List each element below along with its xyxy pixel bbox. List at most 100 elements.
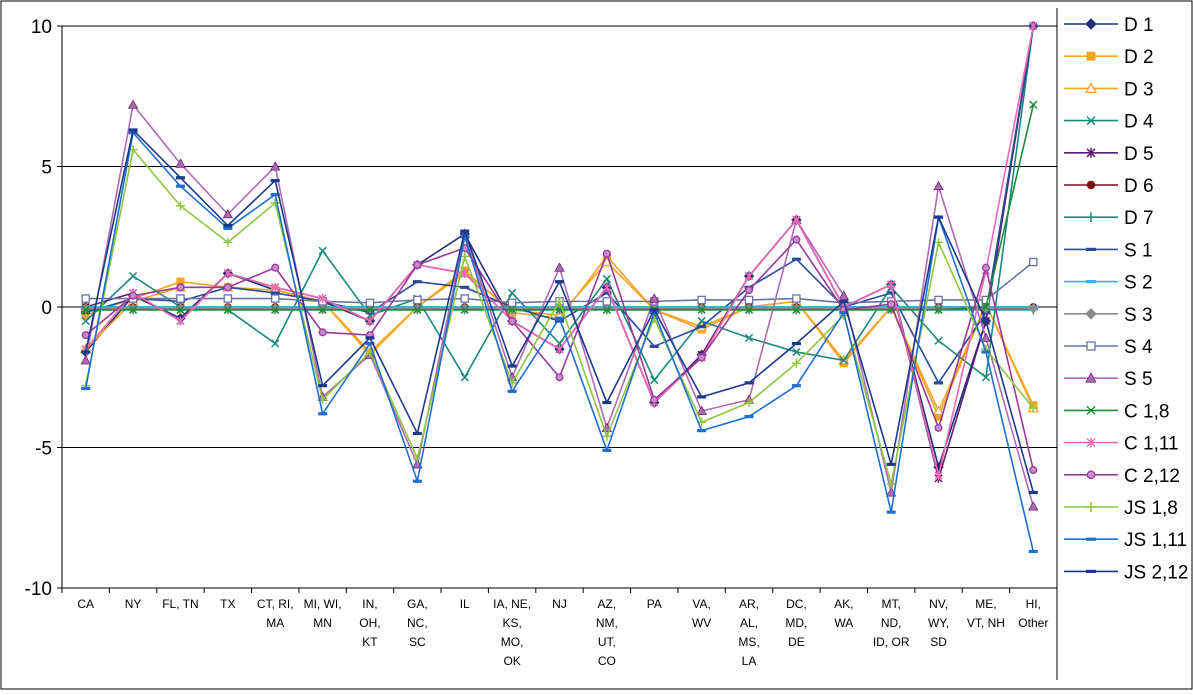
data-point-js-2-12 [223, 223, 233, 228]
data-point-s-5 [696, 405, 707, 415]
data-point-c-2-12 [792, 235, 801, 244]
legend-label: S 5 [1124, 369, 1153, 390]
data-point-s-4 [270, 294, 280, 303]
legend-marker [1086, 537, 1096, 541]
data-point-js-1-11 [318, 412, 328, 416]
legend-marker [1085, 18, 1097, 30]
legend-marker [1086, 341, 1096, 351]
legend-label: C 1,8 [1124, 401, 1169, 422]
series-js-2-12 [81, 128, 1038, 495]
legend-marker [1084, 82, 1098, 94]
data-point-c-1-11 [887, 280, 896, 290]
legend-marker [1086, 502, 1096, 512]
data-point-js-1-8 [934, 237, 944, 247]
data-point-s-4 [460, 294, 469, 303]
data-point-c-2-12 [271, 263, 280, 272]
data-point-d-4 [271, 339, 280, 348]
data-point-s-3 [1028, 303, 1039, 314]
data-point-c-1-8 [413, 305, 422, 314]
x-tick-label: NV, WY, SD [928, 597, 949, 649]
legend-label: D 6 [1124, 176, 1154, 197]
legend-item-js-1-11: JS 1,11 [1064, 530, 1187, 551]
data-point-c-1-8 [602, 305, 612, 314]
data-point-s-5 [838, 290, 849, 300]
data-point-d-4 [460, 373, 469, 382]
x-tick-label: MI, WI, MN [304, 597, 342, 630]
x-tick-label: IL [460, 597, 470, 611]
legend-marker [1085, 308, 1097, 320]
data-point-js-1-8 [270, 198, 280, 208]
legend-marker [1086, 569, 1096, 573]
data-point-s-5 [127, 99, 139, 109]
data-point-js-1-11 [81, 386, 91, 391]
legend-label: D 2 [1124, 47, 1154, 68]
data-point-d-4 [839, 356, 848, 365]
legend-item-s-1: S 1 [1064, 240, 1153, 261]
data-point-d-4 [934, 336, 943, 345]
legend-label: D 3 [1124, 79, 1154, 100]
data-point-c-2-12 [413, 260, 422, 269]
data-point-js-1-8 [791, 358, 801, 368]
data-point-js-1-8 [412, 454, 422, 464]
data-point-js-1-8 [555, 296, 564, 306]
data-point-js-2-12 [412, 431, 422, 436]
data-point-c-2-12 [650, 395, 659, 404]
data-point-d-4 [981, 373, 991, 382]
data-point-js-2-12 [270, 178, 280, 183]
data-point-d-4 [318, 246, 327, 255]
data-point-c-1-8 [744, 305, 754, 314]
legend-marker [1086, 405, 1096, 415]
legend-item-d-5: D 5 [1064, 144, 1154, 165]
legend-marker [1086, 116, 1096, 126]
data-point-c-1-8 [176, 305, 185, 314]
legend-item-s-3: S 3 [1064, 305, 1153, 326]
data-point-c-1-8 [792, 305, 801, 314]
data-point-c-2-12 [1029, 465, 1038, 475]
x-tick-label: HI, Other [1018, 597, 1048, 630]
x-tick-label: GA, NC, SC [407, 597, 428, 649]
data-point-js-1-8 [886, 479, 896, 489]
y-tick-label: -10 [25, 579, 52, 600]
data-point-s-1 [649, 344, 659, 348]
data-point-s-1 [555, 319, 564, 323]
data-point-c-1-11 [1029, 21, 1038, 31]
legend-marker [1086, 247, 1096, 251]
x-tick-label: NJ [552, 597, 567, 611]
data-point-c-1-11 [271, 282, 280, 292]
data-point-s-5 [80, 355, 91, 365]
data-point-js-1-8 [1028, 403, 1038, 413]
legend-label: S 3 [1124, 305, 1153, 326]
data-point-js-1-11 [223, 226, 233, 230]
data-point-js-1-11 [270, 193, 280, 197]
data-point-js-1-11 [744, 414, 754, 419]
x-tick-label: AR, AL, MS, LA [738, 597, 759, 668]
data-point-js-2-12 [365, 336, 375, 340]
legend-item-s-2: S 2 [1064, 273, 1153, 294]
data-point-js-1-11 [175, 184, 185, 188]
legend-label: JS 2,12 [1124, 562, 1188, 583]
data-point-c-1-8 [1029, 100, 1038, 109]
data-point-js-2-12 [81, 350, 91, 354]
data-point-c-1-11 [602, 282, 612, 292]
data-point-s-4 [744, 295, 754, 305]
data-point-s-5 [270, 161, 281, 171]
data-point-js-1-8 [602, 431, 612, 441]
data-point-c-1-8 [81, 305, 90, 314]
data-point-js-1-11 [1028, 549, 1038, 554]
data-point-js-2-12 [555, 280, 564, 284]
legend-label: JS 1,8 [1124, 498, 1178, 519]
legend-label: JS 1,11 [1124, 530, 1187, 551]
series-d-4 [81, 21, 1038, 385]
data-point-s-1 [602, 291, 612, 295]
data-point-d-4 [792, 347, 801, 357]
y-tick-label: -5 [35, 439, 52, 460]
data-point-c-2-12 [318, 328, 327, 337]
data-point-js-1-11 [365, 341, 375, 346]
data-point-s-5 [980, 332, 992, 342]
series-line-d-4 [85, 25, 1035, 382]
legend-marker [1086, 51, 1096, 61]
legend-marker [1085, 372, 1097, 383]
data-point-s-4 [697, 295, 706, 305]
legend-label: S 4 [1124, 337, 1153, 358]
